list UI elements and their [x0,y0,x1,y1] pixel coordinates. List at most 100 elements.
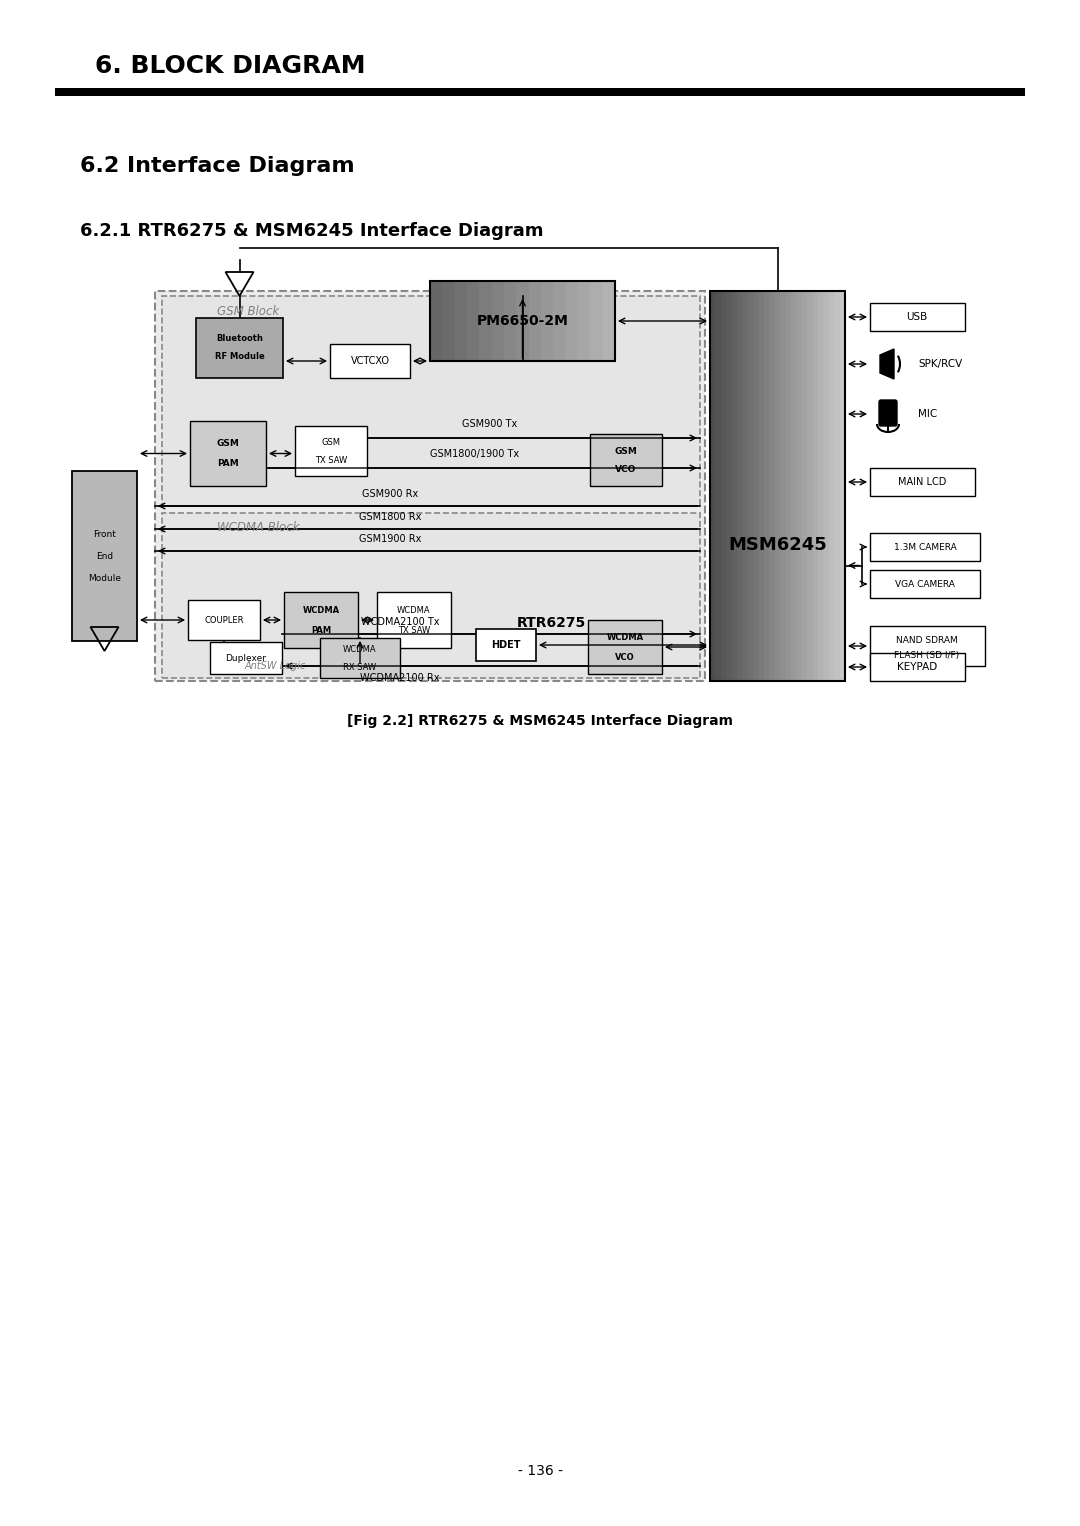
Bar [780,291,786,681]
Bar [801,291,808,681]
Text: VCTCXO: VCTCXO [351,356,390,366]
Text: WCDMA: WCDMA [302,606,339,615]
Bar [588,620,662,674]
Text: MAIN LCD: MAIN LCD [897,478,946,487]
Bar [870,533,980,562]
Text: 6. BLOCK DIAGRAM: 6. BLOCK DIAGRAM [95,53,365,78]
Text: Front: Front [93,530,116,539]
Bar [774,291,781,681]
Text: COUPLER: COUPLER [204,615,244,624]
Bar [812,291,819,681]
Bar [807,291,813,681]
Bar [162,296,700,507]
Bar [791,291,797,681]
Bar [516,281,529,362]
Text: USB: USB [906,311,928,322]
Text: VCO: VCO [616,653,635,661]
Bar [55,89,1025,96]
Text: FLASH (SD I/F): FLASH (SD I/F) [894,650,959,659]
Bar [818,291,824,681]
Bar [377,592,451,649]
Text: VGA CAMERA: VGA CAMERA [895,580,955,589]
Bar [742,291,748,681]
Bar [476,629,536,661]
Bar [796,291,802,681]
Text: Bluetooth: Bluetooth [216,334,262,342]
Text: GSM: GSM [615,447,637,455]
Bar [726,291,732,681]
Text: GSM900 Rx: GSM900 Rx [362,488,418,499]
Text: WCDMA2100 Tx: WCDMA2100 Tx [361,617,440,627]
Text: Duplexer: Duplexer [226,653,267,662]
Bar [195,317,283,378]
Text: RF Module: RF Module [215,351,265,360]
Bar [455,281,468,362]
Bar [870,304,966,331]
Text: 6.2.1 RTR6275 & MSM6245 Interface Diagram: 6.2.1 RTR6275 & MSM6245 Interface Diagra… [80,221,543,240]
Bar [870,468,975,496]
Bar [162,513,700,678]
Bar [188,600,260,639]
Bar [529,281,541,362]
Text: GSM Block: GSM Block [217,305,280,317]
Bar [603,281,616,362]
Text: MSM6245: MSM6245 [728,536,827,554]
Text: PAM: PAM [311,626,332,635]
Bar [737,291,743,681]
Bar [210,642,282,674]
Text: TX SAW: TX SAW [315,455,347,464]
Bar [715,291,721,681]
Text: End: End [96,551,113,560]
Text: VCO: VCO [616,464,637,473]
Bar [566,281,579,362]
Bar [785,291,792,681]
Bar [467,281,480,362]
Text: GSM1800 Rx: GSM1800 Rx [359,513,421,522]
Text: GSM1800/1900 Tx: GSM1800/1900 Tx [431,449,519,459]
Bar [480,281,492,362]
Bar [320,638,400,678]
Text: WCDMA: WCDMA [607,632,644,641]
Text: PM6650-2M: PM6650-2M [476,314,568,328]
Bar [578,281,591,362]
Text: GSM: GSM [217,439,240,449]
Bar [284,592,357,649]
Bar [553,281,566,362]
Text: RX SAW: RX SAW [343,662,377,671]
Bar [430,281,615,362]
Text: Module: Module [87,574,121,583]
Bar [731,291,738,681]
Bar [834,291,840,681]
Bar [443,281,455,362]
Bar [156,291,705,681]
Text: 6.2 Interface Diagram: 6.2 Interface Diagram [80,156,354,175]
Bar [758,291,765,681]
Polygon shape [880,349,894,378]
Text: [Fig 2.2] RTR6275 & MSM6245 Interface Diagram: [Fig 2.2] RTR6275 & MSM6245 Interface Di… [347,714,733,728]
Text: WCDMA: WCDMA [343,644,377,653]
Text: GSM900 Tx: GSM900 Tx [462,420,517,429]
Text: SPK/RCV: SPK/RCV [918,359,962,369]
Text: HDET: HDET [491,639,521,650]
Text: - 136 -: - 136 - [517,1463,563,1479]
Bar [870,653,966,681]
Bar [190,421,266,485]
Text: WCDMA2100 Rx: WCDMA2100 Rx [361,673,440,684]
Text: MIC: MIC [918,409,937,420]
Text: 1.3M CAMERA: 1.3M CAMERA [893,543,957,551]
Bar [823,291,829,681]
Bar [72,472,137,641]
Text: TX SAW: TX SAW [397,626,430,635]
Bar [710,291,716,681]
Text: NAND SDRAM: NAND SDRAM [896,635,958,644]
Bar [839,291,846,681]
Text: WCDMA Block: WCDMA Block [217,520,299,534]
Bar [720,291,727,681]
Text: GSM: GSM [322,438,340,447]
Bar [710,291,845,681]
Bar [295,426,367,476]
Bar [491,281,504,362]
Bar [504,281,517,362]
Bar [330,343,410,378]
Text: KEYPAD: KEYPAD [896,662,937,671]
